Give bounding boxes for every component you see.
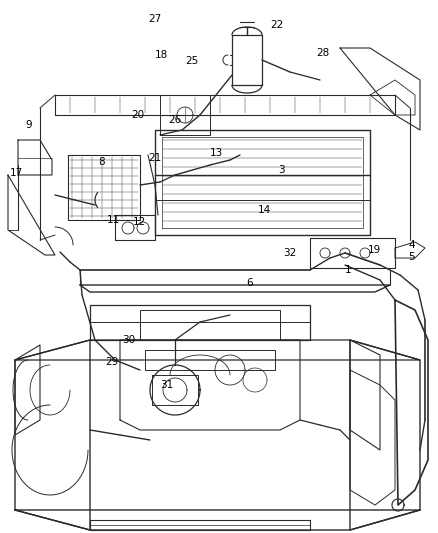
Text: 6: 6 (246, 278, 253, 288)
Text: 5: 5 (408, 252, 415, 262)
Text: 3: 3 (278, 165, 285, 175)
Text: 8: 8 (98, 157, 105, 167)
Text: 21: 21 (148, 153, 161, 163)
Text: 1: 1 (345, 265, 352, 275)
Text: 13: 13 (210, 148, 223, 158)
Text: 30: 30 (122, 335, 135, 345)
Text: 17: 17 (10, 168, 23, 178)
Text: 32: 32 (283, 248, 296, 258)
Text: 14: 14 (258, 205, 271, 215)
Text: 18: 18 (155, 50, 168, 60)
Text: 12: 12 (133, 217, 146, 227)
Text: 9: 9 (25, 120, 32, 130)
Text: 26: 26 (168, 115, 181, 125)
Text: 4: 4 (408, 240, 415, 250)
Text: 27: 27 (148, 14, 161, 24)
Text: 19: 19 (368, 245, 381, 255)
Text: 22: 22 (270, 20, 283, 30)
Text: 28: 28 (316, 48, 329, 58)
Text: 29: 29 (105, 357, 118, 367)
Text: 31: 31 (160, 380, 173, 390)
Text: 20: 20 (131, 110, 144, 120)
Text: 25: 25 (185, 56, 198, 66)
Text: 11: 11 (107, 215, 120, 225)
